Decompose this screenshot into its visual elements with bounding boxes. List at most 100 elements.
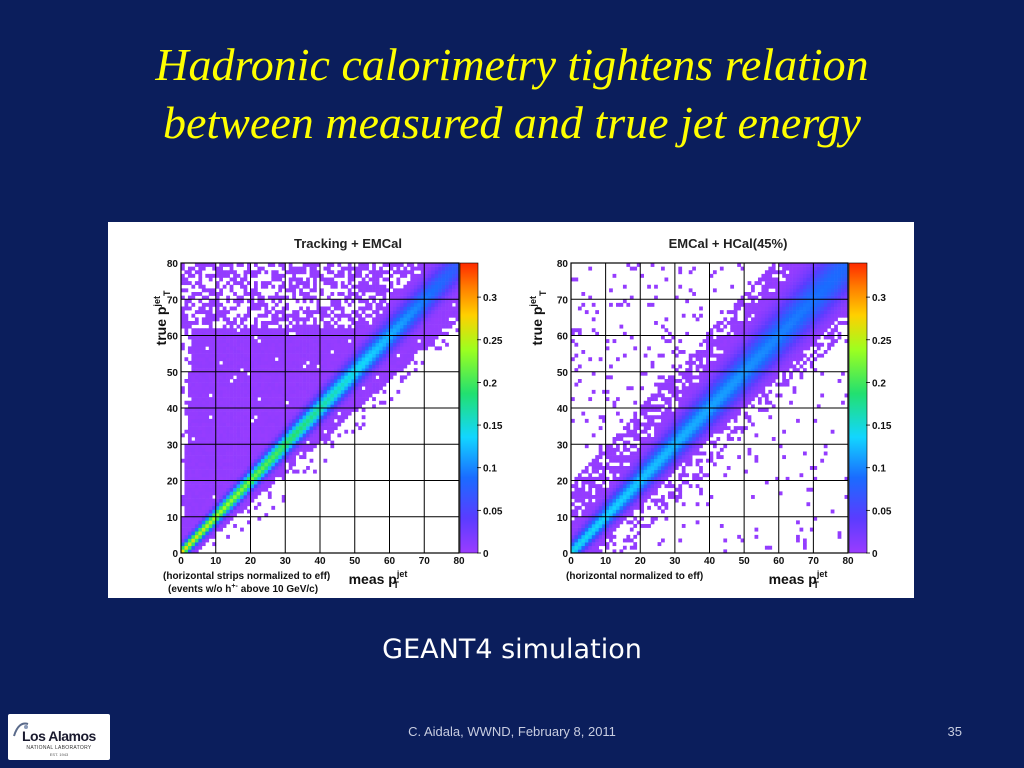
left-heatmap-cell [441,263,446,267]
left-heatmap-cell [354,350,359,354]
right-heatmap-cell [730,404,735,409]
right-heatmap-cell [588,549,593,554]
left-heatmap-cell [201,353,206,358]
left-heatmap-cell [243,404,248,409]
left-heatmap-cell [201,371,206,376]
right-heatmap-cell [726,415,731,420]
right-heatmap-cell [661,422,665,427]
left-heatmap-cell [302,357,307,362]
right-heatmap-cell [664,516,669,521]
right-heatmap-cell [716,357,721,362]
left-heatmap-cell [198,331,203,336]
left-heatmap-cell [299,281,303,286]
right-heatmap-cell [733,397,738,402]
left-heatmap-cell [309,310,314,315]
left-heatmap-cell [452,295,456,300]
left-heatmap-cell [392,292,397,296]
right-heatmap-cell [609,527,613,532]
left-heatmap-cell [208,440,213,445]
left-heatmap-cell [219,422,223,427]
right-heatmap-cell [605,462,610,467]
right-heatmap-cell [581,495,586,499]
left-heatmap-cell [271,415,276,420]
left-heatmap-cell [295,321,300,325]
left-heatmap-cell [313,310,317,315]
right-heatmap-cell [723,360,728,365]
right-heatmap-cell [636,433,641,438]
left-heatmap-cell [191,400,196,405]
left-heatmap-cell [212,455,217,460]
left-heatmap-cell [406,270,411,275]
left-heatmap-cell [427,277,432,282]
right-heatmap-cell [616,458,620,463]
left-heatmap-cell [326,404,331,409]
right-heatmap-cell [733,429,738,434]
right-heatmap-cell [706,379,710,383]
left-heatmap-cell [257,458,262,463]
left-heatmap-cell [302,411,307,416]
right-heatmap-cell [584,520,589,525]
left-heatmap-cell [222,451,227,456]
right-heatmap-cell [588,505,593,510]
left-heatmap-cell [212,462,217,467]
right-heatmap-cell [602,531,606,536]
left-heatmap-cell [229,321,234,325]
left-heatmap-cell [201,357,206,362]
left-heatmap-cell [250,389,255,394]
right-heatmap-cell [744,389,748,394]
left-heatmap-cell [396,292,401,296]
right-heatmap-cell [612,520,617,525]
left-heatmap-cell [326,360,331,365]
left-heatmap-cell [326,324,331,329]
left-heatmap-cell [333,284,338,289]
right-heatmap-cell [678,476,683,481]
left-heatmap-cell [247,292,251,296]
left-heatmap-cell [302,400,307,405]
left-heatmap-cell [295,357,300,362]
right-heatmap-cell [716,375,721,380]
right-heatmap-cell [678,426,683,431]
left-x-tick-label: 50 [349,556,361,567]
left-heatmap-cell [302,360,307,365]
left-heatmap-cell [212,400,217,405]
right-heatmap-cell [723,538,728,543]
left-heatmap-cell [240,426,244,431]
right-heatmap-cell [612,480,617,485]
left-heatmap-cell [250,273,255,278]
right-heatmap-cell [626,433,631,438]
right-heatmap-cell [626,440,631,445]
left-heatmap-cell [396,313,401,318]
left-heatmap-cell [306,295,310,300]
left-heatmap-cell [281,397,286,402]
right-heatmap-cell [744,357,748,362]
right-heatmap-cell [571,357,575,362]
right-heatmap-cell [692,473,696,478]
right-heatmap-cell [730,371,735,376]
left-heatmap-cell [347,273,352,278]
left-heatmap-cell [219,502,223,507]
right-heatmap-cell [712,389,717,394]
right-heatmap-cell [678,491,683,496]
right-heatmap-cell [595,509,599,514]
left-heatmap-cell [309,364,314,369]
left-heatmap-cell [274,466,279,470]
left-heatmap-cell [191,480,196,485]
left-heatmap-cell [313,357,317,362]
right-heatmap-cell [664,397,669,402]
left-heatmap-cell [347,379,352,383]
left-heatmap-cell [236,447,241,452]
left-heatmap-cell [427,266,432,271]
left-heatmap-cell [368,368,373,373]
right-heatmap-cell [616,411,620,416]
left-heatmap-cell [271,426,276,431]
left-heatmap-cell [212,505,217,510]
left-heatmap-cell [253,371,258,376]
left-heatmap-cell [184,524,189,528]
left-heatmap-cell [285,429,290,434]
left-heatmap-cell [240,505,244,510]
left-heatmap-cell [333,386,338,391]
left-x-tick-label: 70 [419,556,431,567]
left-heatmap-cell [198,371,203,376]
right-heatmap-cell [647,473,651,478]
left-heatmap-cell [347,277,352,282]
